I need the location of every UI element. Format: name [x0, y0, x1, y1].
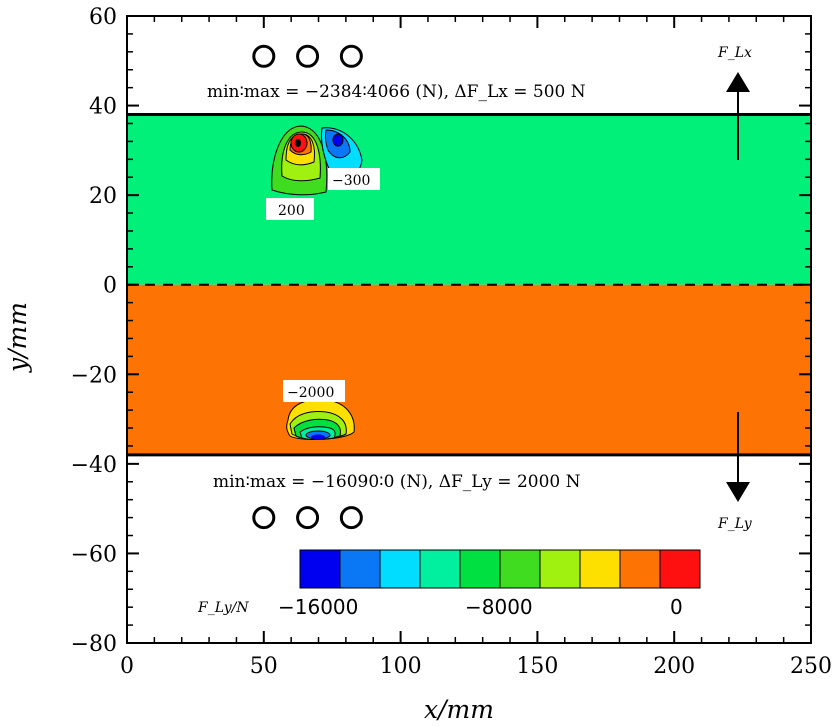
x-tick-label-4: 200: [653, 654, 695, 679]
y-tick-label-3: 0: [103, 274, 117, 299]
upper-annotation: min∶max = −2384∶4066 (N), ΔF_Lx = 500 N: [207, 82, 586, 102]
upper-contour-peak: [295, 139, 301, 147]
circle-markers: [252, 44, 363, 530]
x-axis-title: x/mm: [424, 695, 494, 724]
y-tick-label-0: 60: [89, 5, 117, 30]
y-tick-label-7: −80: [71, 632, 117, 657]
band-upper: [127, 114, 811, 285]
colorbar-swatch-10: [659, 549, 701, 589]
force-label-y: F_Ly: [717, 516, 753, 532]
circle-lower-1: [252, 506, 276, 530]
circle-lower-3: [339, 506, 363, 530]
x-tick-label-3: 150: [516, 654, 558, 679]
colorbar-swatch-6: [499, 549, 541, 589]
svg-text:200: 200: [278, 203, 305, 219]
y-tick-label-4: −20: [71, 363, 117, 388]
bands: [127, 113, 811, 457]
colorbar-swatch-7: [539, 549, 581, 589]
colorbar-swatch-3: [379, 549, 421, 589]
colorbar-tick-2: −8000: [465, 595, 533, 619]
svg-text:−300: −300: [332, 173, 370, 189]
y-tick-label-2: 20: [89, 184, 117, 209]
colorbar-swatch-5: [459, 549, 501, 589]
svg-text:−2000: −2000: [287, 385, 334, 401]
lower-annotation: min∶max = −16090∶0 (N), ΔF_Ly = 2000 N: [213, 472, 581, 492]
colorbar-swatch-4: [419, 549, 461, 589]
y-tick-label-6: −60: [71, 542, 117, 567]
band-lower: [127, 284, 811, 455]
x-tick-label-2: 100: [380, 654, 422, 679]
colorbar-swatch-9: [619, 549, 661, 589]
x-tick-label-1: 50: [250, 654, 278, 679]
colorbar-swatch-1: [299, 549, 341, 589]
force-label-x: F_Lx: [717, 45, 752, 61]
contour-label-200: 200: [266, 198, 314, 220]
x-tick-label-0: 0: [120, 654, 134, 679]
lower-contour-core: [311, 434, 325, 440]
circle-lower-2: [296, 506, 320, 530]
circle-upper-2: [296, 44, 320, 68]
upper-contour: [271, 125, 363, 196]
colorbar-label: F_Ly/N: [197, 600, 249, 616]
y-axis-title: y/mm: [3, 302, 32, 373]
colorbar-tick-3: 0: [670, 595, 683, 619]
lower-contour: [286, 399, 355, 440]
colorbar-swatch-8: [579, 549, 621, 589]
plot-frame: [126, 15, 812, 644]
colorbar: [299, 549, 701, 589]
contour-label-minus2000: −2000: [283, 380, 345, 402]
x-tick-label-5: 250: [790, 654, 832, 679]
y-tick-label-1: 40: [89, 95, 117, 120]
circle-upper-3: [339, 44, 363, 68]
y-tick-label-5: −40: [71, 453, 117, 478]
colorbar-tick-1: −16000: [278, 595, 358, 619]
upper-contour-blue: [332, 133, 344, 147]
circle-upper-1: [252, 44, 276, 68]
colorbar-swatch-2: [339, 549, 381, 589]
contour-label-minus300: −300: [328, 168, 380, 190]
